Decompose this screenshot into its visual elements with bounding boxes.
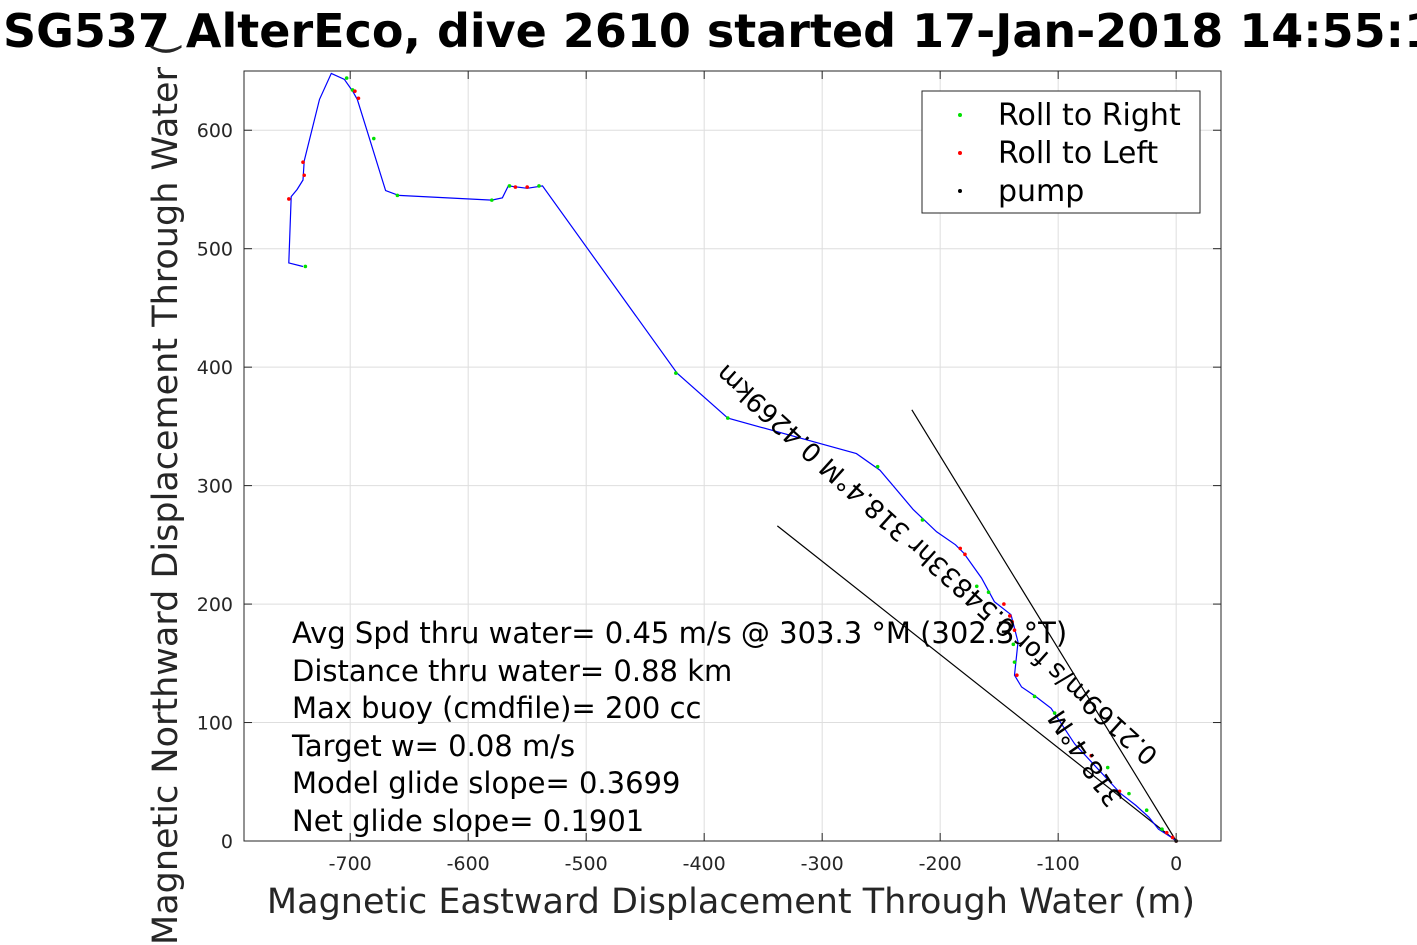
legend: Roll to Right Roll to Left pump (921, 90, 1201, 214)
roll-right-point (507, 184, 512, 188)
y-tick-label: 400 (197, 357, 233, 379)
x-axis-label: Magnetic Eastward Displacement Through W… (267, 882, 1195, 922)
axes-box (243, 70, 1222, 842)
roll-right-point (674, 371, 678, 375)
roll-left-point (302, 173, 306, 178)
legend-label-pump: pump (998, 174, 1084, 209)
marker-series (287, 76, 1178, 843)
roll-right-point (1032, 694, 1037, 699)
roll-right-point (725, 416, 730, 420)
roll-left-point (525, 185, 529, 189)
stat-avg-speed: Avg Spd thru water= 0.45 m/s @ 303.3 °M … (292, 616, 1067, 650)
roll-right-point (1011, 642, 1016, 647)
roll-right-point (371, 136, 376, 141)
roll-right-point (974, 584, 979, 589)
guide-line (776, 525, 1177, 842)
roll-left-point (1170, 835, 1175, 840)
roll-left-point (1117, 789, 1122, 794)
y-tick-label: 200 (197, 594, 233, 616)
chart-title: SG537 AlterEco, dive 2610 started 17-Jan… (3, 4, 1417, 58)
roll-right-point (1127, 791, 1131, 796)
stat-max-buoy: Max buoy (cmdfile)= 200 cc (292, 691, 701, 725)
roll-right-point (395, 193, 400, 198)
x-tick-label: -600 (447, 853, 490, 875)
roll-left-point (1015, 673, 1019, 677)
roll-left-point (958, 546, 963, 551)
y-tick-label: 300 (197, 476, 233, 498)
guide-lines (776, 409, 1177, 842)
roll-right-point (537, 184, 541, 188)
y-tick-label: 500 (197, 239, 233, 261)
roll-left-point (301, 160, 305, 165)
legend-box (921, 90, 1201, 214)
roll-left-point (1010, 620, 1014, 624)
roll-right-point (875, 464, 880, 469)
y-tick-label: 100 (197, 713, 233, 735)
x-tick-label: 0 (1170, 853, 1182, 875)
roll-right-point (920, 518, 925, 522)
ticks: -700 -600 -500 -400 -300 -200 -100 0 0 100 200 300 4… (197, 71, 1221, 875)
x-tick-label: -700 (329, 853, 372, 875)
roll-right-point (1052, 711, 1057, 715)
legend-label-roll-left: Roll to Left (998, 136, 1158, 171)
y-tick-label: 600 (197, 120, 233, 142)
roll-left-point (1089, 753, 1094, 758)
roll-left-point (356, 96, 361, 101)
stat-net-glide: Net glide slope= 0.1901 (292, 804, 644, 838)
legend-marker-pump (958, 189, 962, 193)
roll-right-point (1012, 660, 1017, 664)
roll-left-point (513, 185, 518, 189)
legend-label-roll-right: Roll to Right (998, 98, 1181, 133)
roll-left-point (1012, 628, 1017, 632)
x-tick-label: -500 (565, 853, 608, 875)
x-tick-label: -100 (1037, 853, 1080, 875)
roll-left-point (963, 552, 967, 557)
roll-right-point (303, 264, 308, 269)
stat-distance: Distance thru water= 0.88 km (292, 654, 732, 688)
y-tick-label: 0 (221, 831, 233, 853)
legend-marker-roll-left (958, 151, 962, 155)
roll-right-point (489, 198, 494, 202)
roll-right-point (344, 76, 349, 80)
y-axis-label: Magnetic Northward Displacement Through … (146, 42, 186, 945)
roll-right-point (986, 590, 991, 595)
stat-target-w: Target w= 0.08 m/s (291, 729, 575, 763)
roll-left-point (1164, 830, 1169, 835)
roll-right-point (1160, 827, 1164, 831)
x-tick-label: -200 (919, 853, 962, 875)
legend-marker-roll-right (958, 113, 962, 117)
roll-left-point (287, 197, 291, 201)
x-tick-label: -300 (801, 853, 844, 875)
stats-annotation: Avg Spd thru water= 0.45 m/s @ 303.3 °M … (291, 616, 1067, 838)
stat-model-glide: Model glide slope= 0.3699 (292, 766, 680, 800)
roll-left-point (1007, 614, 1012, 618)
roll-left-point (1002, 602, 1006, 606)
x-tick-label: -400 (683, 853, 726, 875)
roll-right-point (1144, 808, 1149, 812)
roll-right-point (1105, 765, 1110, 770)
roll-left-point (353, 89, 357, 93)
guide-line (911, 409, 1177, 842)
